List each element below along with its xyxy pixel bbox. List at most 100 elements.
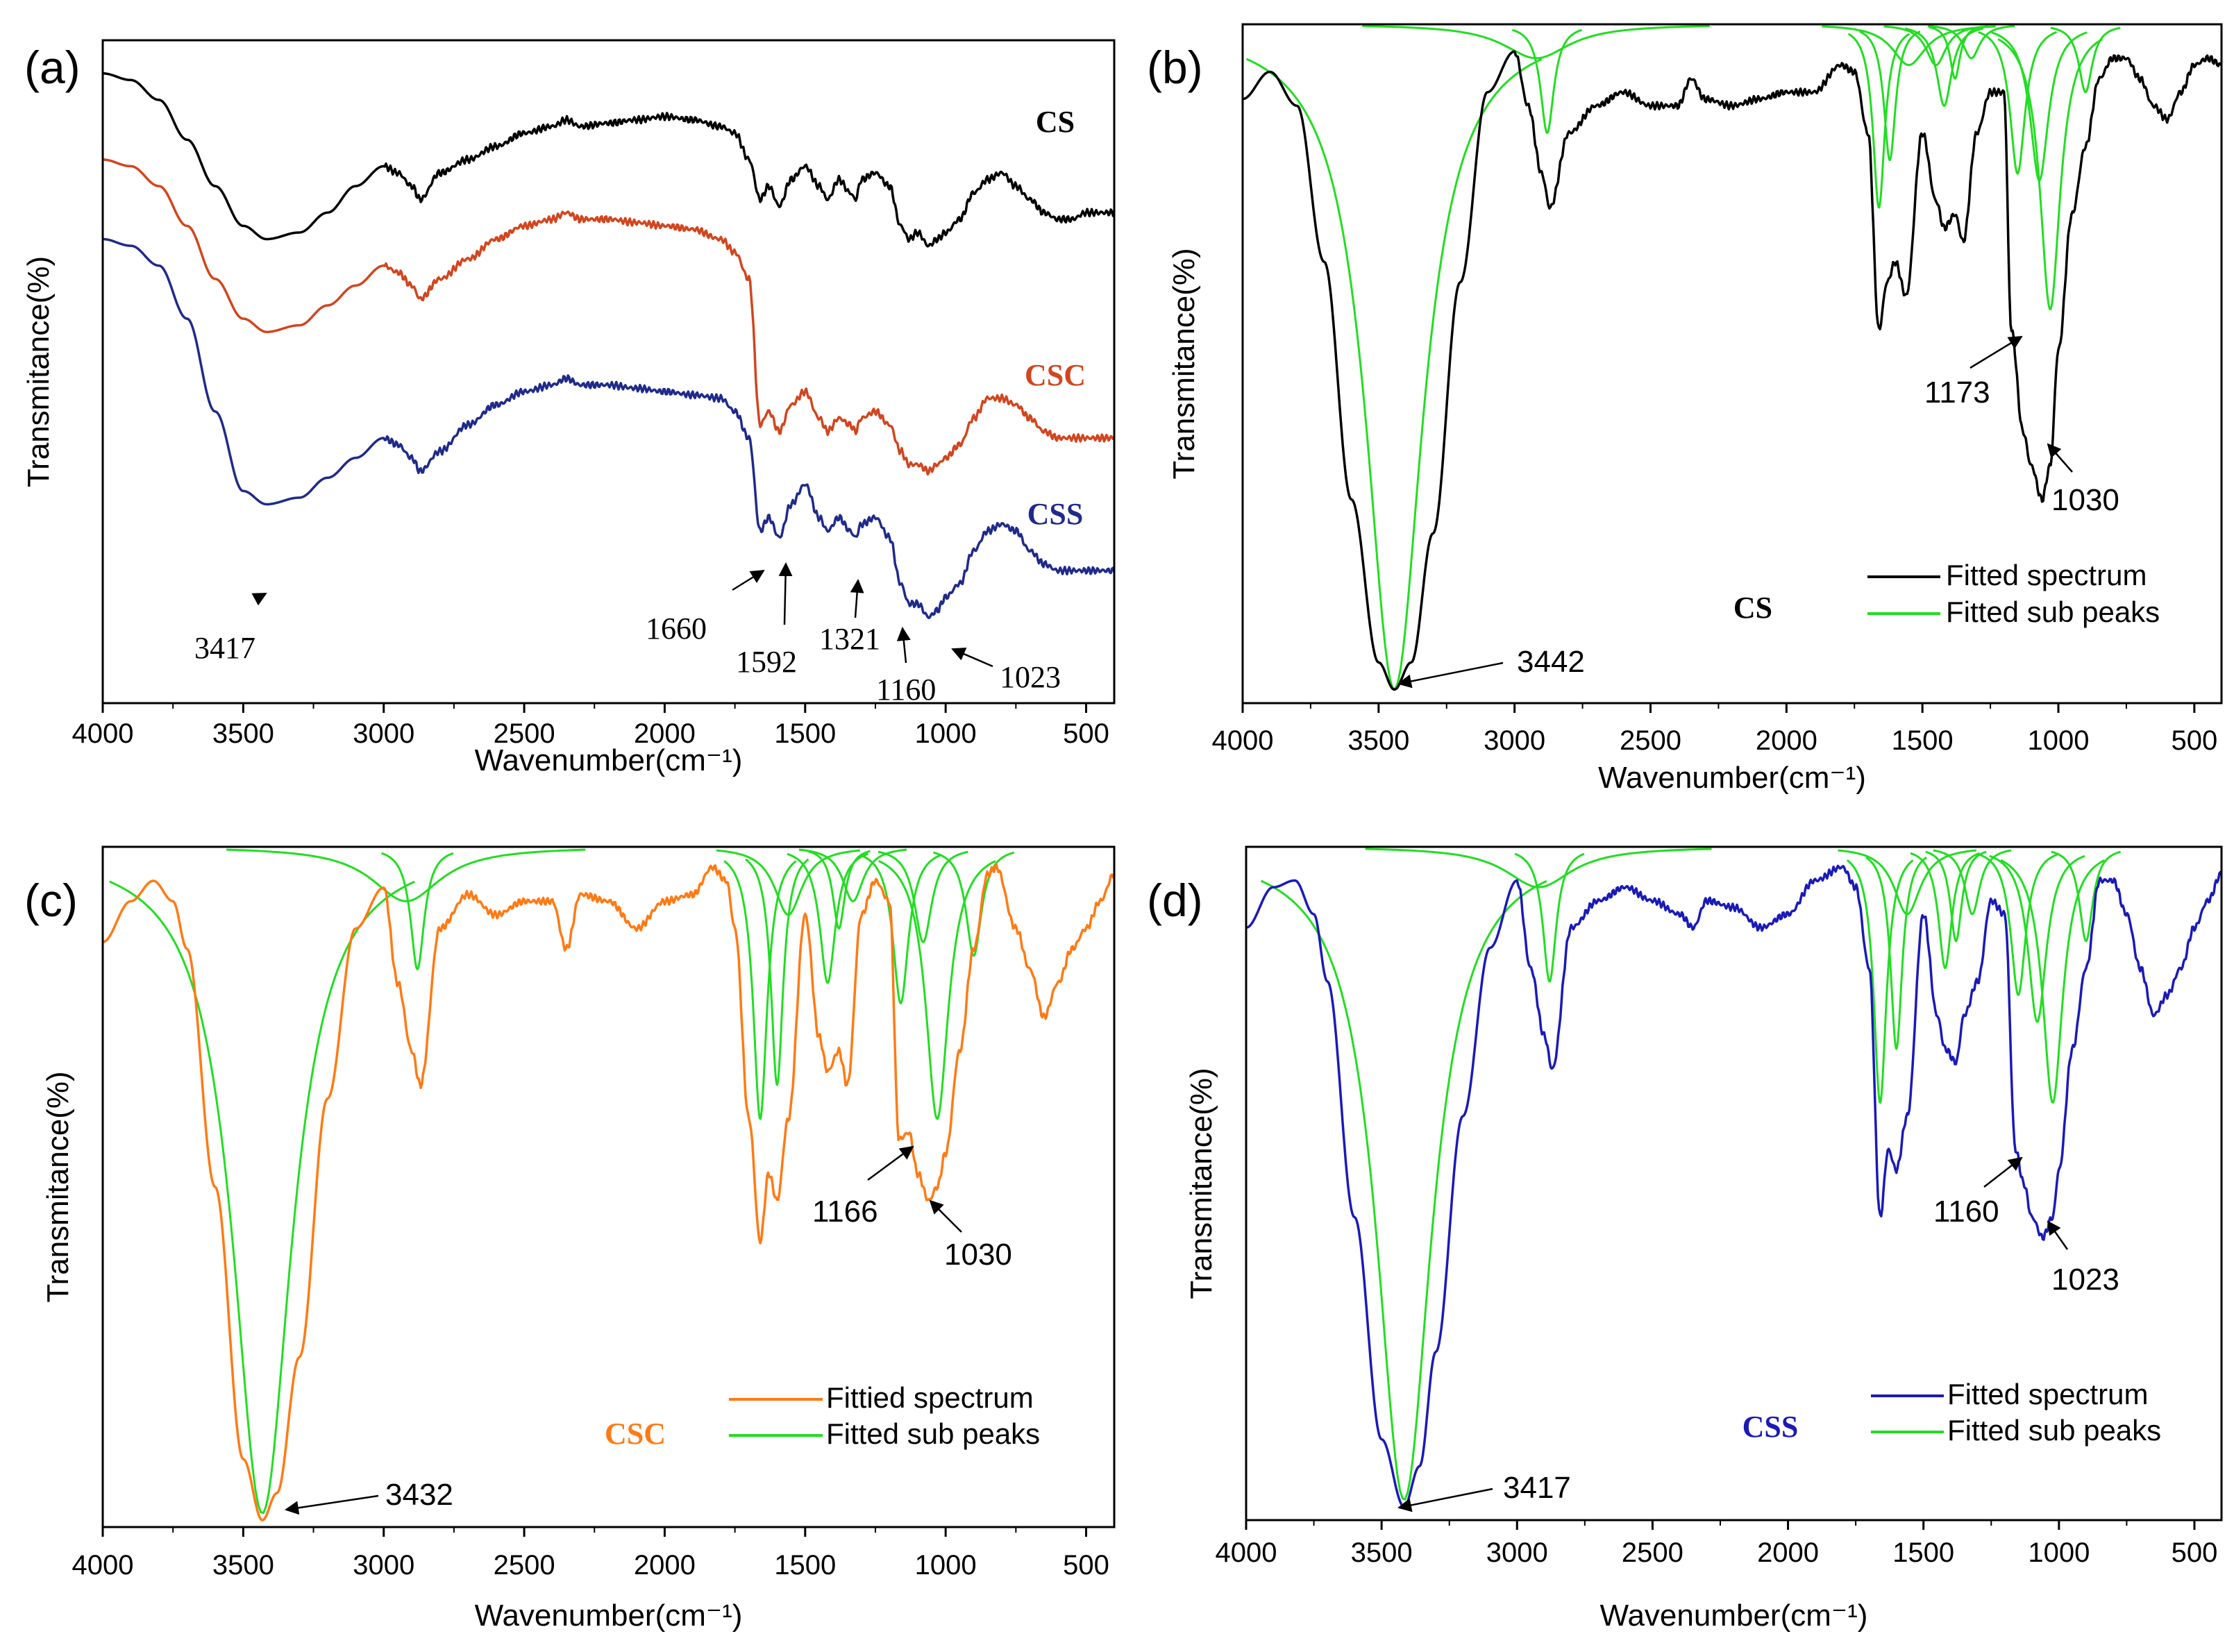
sub-peak-line xyxy=(745,858,809,1086)
peak-annotation-arrow xyxy=(251,592,267,606)
x-tick-label: 1000 xyxy=(2028,1537,2090,1568)
sub-peak-line xyxy=(1927,25,2015,60)
peak-annotation-label: 1592 xyxy=(736,645,797,679)
sub-peak-line xyxy=(1910,852,1981,970)
plot-frame xyxy=(1241,23,2223,705)
peak-annotation-arrow xyxy=(732,569,765,591)
peak-annotation-label: 1160 xyxy=(1933,1195,1999,1229)
sub-peak-line xyxy=(1838,849,1976,916)
series-line-cs xyxy=(102,72,1116,248)
x-tick-label: 4000 xyxy=(72,1550,134,1581)
sub-peak-line xyxy=(1904,27,1983,107)
x-tick-label: 3000 xyxy=(353,718,414,749)
series-line-fittied-spectrum xyxy=(102,862,1116,1522)
peak-annotation-label: 1321 xyxy=(819,622,880,656)
panel-letter: (d) xyxy=(1147,875,1203,926)
legend-entry-spectrum: Fitted spectrum xyxy=(1947,1378,2148,1410)
x-tick-label: 4000 xyxy=(1216,1537,1277,1568)
x-tick-label: 1500 xyxy=(1892,725,1954,756)
x-tick-label: 1000 xyxy=(915,718,977,749)
y-axis-label: Transmitance(%) xyxy=(41,1071,75,1302)
peak-annotation-label: 3417 xyxy=(194,631,255,665)
sub-peak-line xyxy=(1260,879,1547,1501)
peak-annotation-arrow xyxy=(867,1145,914,1181)
sub-peak-line xyxy=(2050,26,2121,94)
x-tick-label: 1000 xyxy=(2028,725,2090,756)
sub-peak-line xyxy=(1365,848,1712,888)
panel-a: (a) 4000 3500 3000 2500 2000 1500 1000 500 Wavenu… xyxy=(22,39,1116,777)
series-line-csc xyxy=(102,158,1115,476)
sub-peak-line xyxy=(1362,25,1710,60)
sub-peak-line xyxy=(798,848,907,902)
sub-peak-line xyxy=(933,851,1015,957)
peak-annotation-arrow xyxy=(1970,335,2023,369)
x-tick-label: 3000 xyxy=(353,1550,414,1581)
legend-tag: CSC xyxy=(605,1417,666,1451)
panel-letter: (a) xyxy=(24,42,81,93)
x-axis-label: Wavenumber(cm⁻¹) xyxy=(475,1599,743,1633)
peak-annotation-label: 1030 xyxy=(2051,483,2119,517)
panel-letter: (c) xyxy=(24,875,78,926)
sub-peak-line xyxy=(716,849,860,916)
peak-annotation-label: 1173 xyxy=(1924,376,1990,410)
x-tick-label: 2000 xyxy=(634,718,696,749)
peak-annotation-label: 1660 xyxy=(646,612,707,646)
series-line-css xyxy=(102,237,1116,620)
sub-peak-line xyxy=(1997,38,2103,311)
x-tick-label: 1000 xyxy=(915,1550,977,1581)
sub-peak-line xyxy=(1978,31,2058,175)
legend-entry-spectrum: Fittied spectrum xyxy=(826,1381,1034,1414)
peak-annotation-arrow xyxy=(951,647,993,668)
x-tick-label: 500 xyxy=(1063,718,1109,749)
legend-entry-spectrum: Fitted spectrum xyxy=(1946,559,2147,591)
y-axis-label: Transmitance(%) xyxy=(1184,1068,1218,1299)
peak-annotation-label: 1030 xyxy=(944,1238,1012,1272)
panel-letter: (b) xyxy=(1147,42,1203,93)
sub-peak-line xyxy=(1979,853,2058,996)
x-axis-label: Wavenumber(cm⁻¹) xyxy=(1598,761,1866,795)
sub-peak-line xyxy=(1512,28,1583,134)
peak-annotation-label: 3432 xyxy=(385,1478,453,1512)
sub-peak-line xyxy=(1514,852,1585,983)
sub-peak-line xyxy=(723,860,797,1120)
sub-peak-line xyxy=(1245,58,1543,691)
sub-peak-line xyxy=(226,848,586,902)
peak-annotation-label: 3442 xyxy=(1517,645,1585,679)
sub-peak-line xyxy=(1865,856,1928,1050)
x-tick-label: 3000 xyxy=(1486,1537,1548,1568)
peak-annotation-label: 1160 xyxy=(876,673,936,707)
x-tick-label: 1500 xyxy=(774,1550,836,1581)
x-tick-label: 3500 xyxy=(1351,1537,1413,1568)
series-tag-label: CSC xyxy=(1025,358,1086,392)
legend-tag: CS xyxy=(1733,591,1772,625)
peak-annotation-arrow xyxy=(285,1494,379,1515)
x-tick-label: 500 xyxy=(2171,725,2217,756)
x-tick-label: 500 xyxy=(1063,1550,1109,1581)
plot-frame xyxy=(101,39,1116,705)
x-tick-label: 2500 xyxy=(1622,1537,1683,1568)
x-axis-label: Wavenumber(cm⁻¹) xyxy=(1600,1599,1868,1633)
x-tick-label: 500 xyxy=(2172,1537,2218,1568)
sub-peak-line xyxy=(1846,859,1914,1104)
x-tick-label: 2000 xyxy=(1756,725,1817,756)
x-tick-label: 3500 xyxy=(212,718,274,749)
sub-peak-line xyxy=(1933,849,2012,916)
x-tick-label: 2000 xyxy=(1757,1537,1819,1568)
peak-annotation-arrow xyxy=(2047,1220,2069,1250)
x-tick-label: 2500 xyxy=(1620,725,1681,756)
peak-annotation-arrow xyxy=(850,579,864,618)
peak-annotation-arrow xyxy=(1397,661,1504,689)
x-tick-label: 2500 xyxy=(494,1550,555,1581)
sub-peak-line xyxy=(2000,859,2106,1104)
peak-annotation-label: 1166 xyxy=(812,1195,878,1229)
x-tick-label: 1500 xyxy=(1892,1537,1954,1568)
panel-c: (c) 4000 3500 3000 2500 2000 1500 1000 500 Wavenu… xyxy=(24,845,1116,1633)
series-line-fitted-spectrum xyxy=(1242,50,2223,691)
plot-frame xyxy=(101,845,1116,1528)
peak-annotation-arrow xyxy=(1983,1156,2023,1188)
x-tick-label: 4000 xyxy=(1212,725,1274,756)
legend-entry-subpeaks: Fitted sub peaks xyxy=(1947,1414,2161,1447)
x-tick-label: 3000 xyxy=(1484,725,1545,756)
series-tag-label: CS xyxy=(1036,105,1075,139)
sub-peak-line xyxy=(878,860,996,1120)
